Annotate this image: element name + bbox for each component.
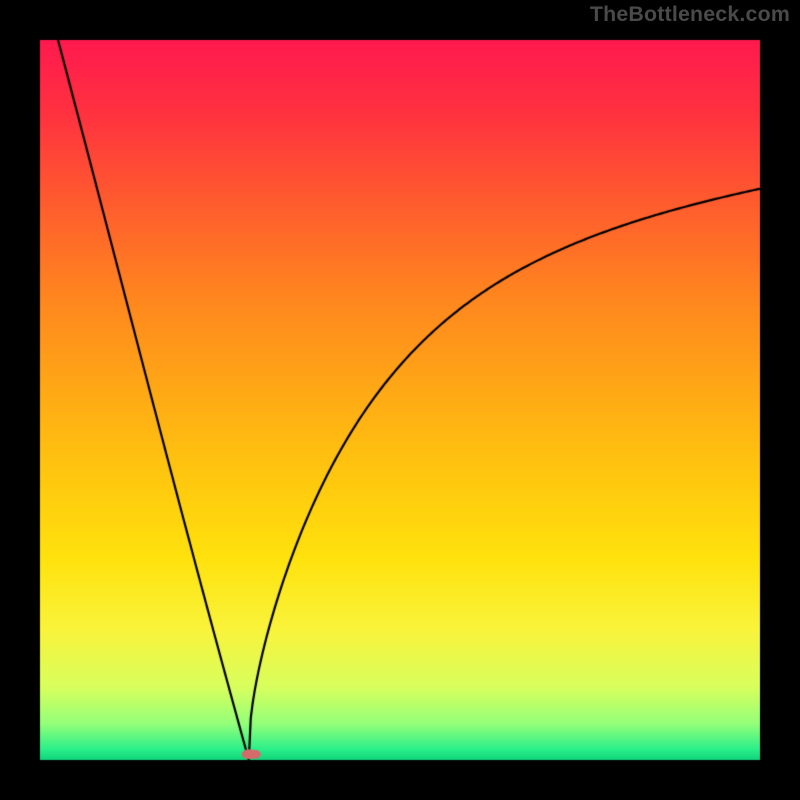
watermark-text: TheBottleneck.com [590, 2, 790, 27]
figure-root: TheBottleneck.com [0, 0, 800, 800]
bottleneck-chart-canvas [0, 0, 800, 800]
